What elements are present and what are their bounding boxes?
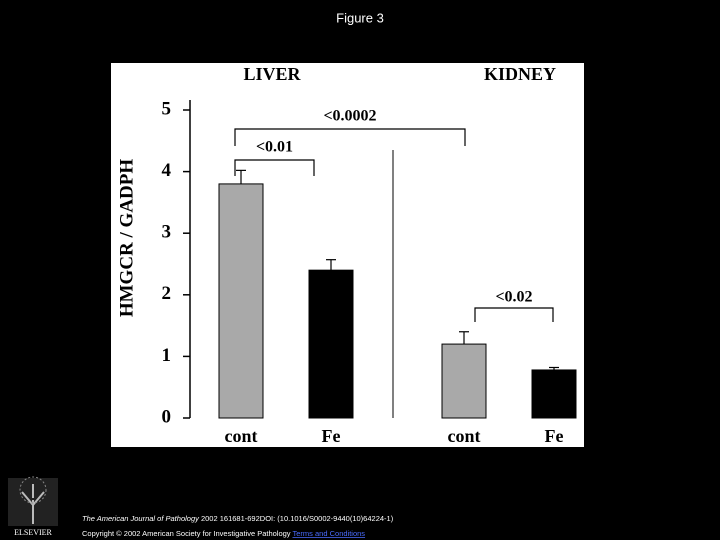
- terms-link[interactable]: Terms and Conditions: [293, 529, 366, 538]
- bar: [218, 183, 264, 419]
- chart: 0 1 2 3 4 5 HMGCR / GADPH LIVER KIDNEY cont Fe cont…: [116, 64, 577, 446]
- bar: [441, 343, 487, 419]
- journal: The American Journal of Pathology: [82, 514, 200, 523]
- significance-bracket: [474, 307, 554, 322]
- y-tick-label: 4: [162, 160, 172, 181]
- significance-label: <0.01: [256, 139, 293, 156]
- logo-leaves: [19, 476, 47, 504]
- logo: ELSEVIER: [8, 476, 58, 537]
- y-tick-label: 3: [162, 222, 172, 243]
- bar: [308, 269, 354, 419]
- x-tick-label: cont: [448, 426, 481, 446]
- y-tick-label: 1: [162, 345, 172, 366]
- slide-title: Figure 3: [336, 10, 384, 25]
- copyright-text: Copyright © 2002 American Society for In…: [82, 529, 291, 538]
- y-tick-label: 5: [162, 98, 172, 119]
- logo-text: ELSEVIER: [14, 528, 52, 537]
- significance-bracket: [234, 128, 466, 146]
- citation: The American Journal of Pathology 2002 1…: [82, 514, 394, 523]
- bar: [531, 369, 577, 419]
- group-label: KIDNEY: [484, 64, 556, 84]
- significance-label: <0.0002: [323, 108, 376, 125]
- y-axis-label: HMGCR / GADPH: [116, 159, 137, 318]
- x-tick-label: cont: [225, 426, 258, 446]
- significance-label: <0.02: [495, 289, 532, 306]
- significance-bracket: [234, 159, 315, 176]
- x-tick-label: Fe: [545, 426, 564, 446]
- y-tick-label: 0: [162, 406, 172, 427]
- x-tick-label: Fe: [322, 426, 341, 446]
- group-label: LIVER: [243, 64, 301, 84]
- y-tick-label: 2: [162, 283, 172, 304]
- logo-branches: [21, 484, 45, 524]
- copyright: Copyright © 2002 American Society for In…: [82, 529, 365, 538]
- citation-text: 2002 161681-692DOI: (10.1016/S0002-9440(…: [201, 514, 394, 523]
